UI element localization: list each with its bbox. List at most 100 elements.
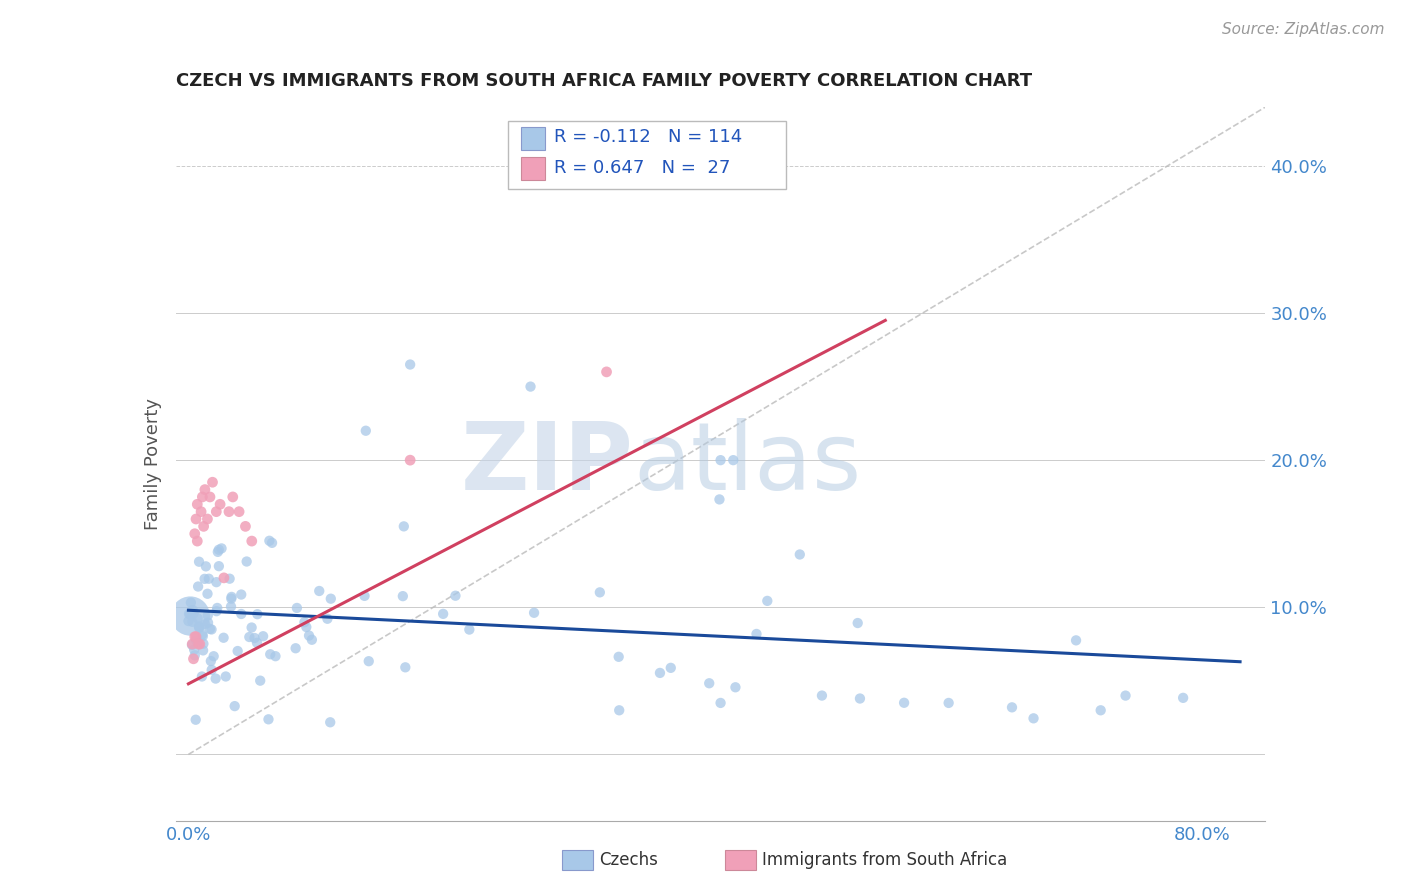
Point [849,691,872,706]
Point [589,585,612,599]
Point [285,601,308,615]
Point [319,591,342,606]
Point [221,591,243,606]
Point [180,596,202,610]
Point [179,607,201,622]
Point [193,637,215,651]
Text: atlas: atlas [633,417,862,510]
Point [710,453,733,467]
Point [191,629,214,643]
Point [259,647,281,661]
Point [659,661,682,675]
Point [222,490,245,504]
Point [205,575,228,590]
Point [177,607,200,621]
Point [209,497,232,511]
Text: R = -0.112   N = 114: R = -0.112 N = 114 [554,128,742,146]
Point [354,424,377,438]
Point [184,630,207,644]
Point [187,637,209,651]
Point [183,652,205,666]
Point [392,519,415,533]
Point [432,607,454,621]
Point [193,519,215,533]
Point [221,590,243,604]
Point [316,612,339,626]
Text: R = 0.647   N =  27: R = 0.647 N = 27 [554,160,730,178]
Point [257,712,280,726]
Point [697,676,720,690]
Point [181,603,204,617]
Point [444,589,467,603]
Point [308,584,330,599]
Point [399,358,422,372]
Point [186,534,208,549]
Point [218,505,240,519]
Point [240,534,263,549]
Point [198,490,221,504]
Point [194,572,217,586]
Point [235,555,257,569]
Point [211,541,233,556]
Point [1022,711,1045,725]
Bar [522,157,546,180]
Point [246,636,269,650]
Point [187,611,209,625]
Point [191,490,214,504]
Point [207,545,229,559]
Point [207,601,229,615]
Point [789,548,811,562]
Point [177,614,200,628]
Point [218,572,240,586]
Point [190,505,212,519]
Point [208,559,231,574]
Point [607,649,630,664]
FancyBboxPatch shape [508,121,786,189]
Point [197,512,219,526]
Point [392,589,415,603]
Point [284,641,307,656]
Point [194,483,217,497]
Point [938,696,960,710]
Point [205,604,228,618]
Text: ZIP: ZIP [461,417,633,510]
Point [745,627,768,641]
Point [523,606,546,620]
Point [224,699,246,714]
Point [295,620,318,634]
Point [184,713,207,727]
Point [186,633,208,648]
Text: CZECH VS IMMIGRANTS FROM SOUTH AFRICA FAMILY POVERTY CORRELATION CHART: CZECH VS IMMIGRANTS FROM SOUTH AFRICA FA… [176,72,1032,90]
Point [846,615,869,630]
Point [519,379,541,393]
Point [198,622,221,636]
Point [1064,633,1087,648]
Point [187,580,209,594]
Point [259,533,281,548]
Point [648,665,671,680]
Point [202,649,225,664]
Point [201,475,224,490]
Point [184,648,207,663]
Point [1115,689,1137,703]
Point [301,632,323,647]
Point [756,594,779,608]
Point [184,526,207,541]
Point [200,623,222,637]
Point [249,673,271,688]
Point [723,453,745,467]
Point [187,619,209,633]
Point [197,608,219,623]
Point [204,672,226,686]
Point [399,453,422,467]
Point [191,643,214,657]
Point [200,654,222,668]
Point [292,615,315,630]
Point [724,680,747,694]
Point [226,644,249,658]
Point [811,689,834,703]
Point [1171,690,1194,705]
Point [201,663,224,677]
Point [319,715,342,730]
Point [184,512,207,526]
